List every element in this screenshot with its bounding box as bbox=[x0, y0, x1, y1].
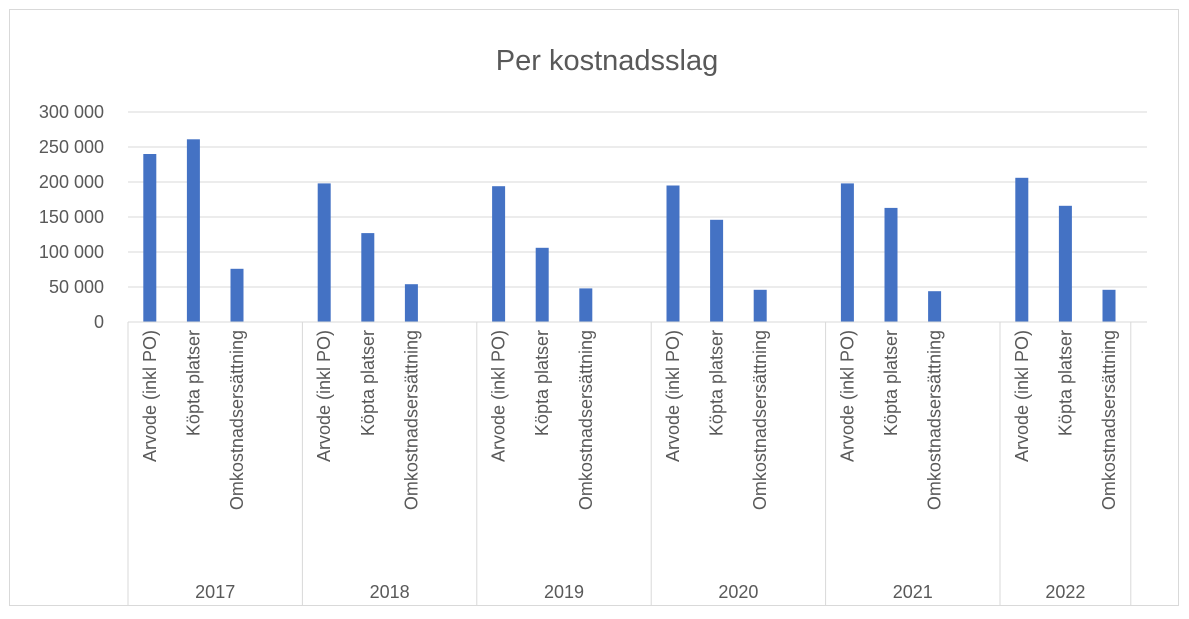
x-tick-label: Arvode (inkl PO) bbox=[1012, 330, 1032, 462]
x-tick-label: Arvode (inkl PO) bbox=[489, 330, 509, 462]
x-tick-label: Omkostnadsersättning bbox=[925, 330, 945, 510]
x-tick-label: Köpta platser bbox=[881, 330, 901, 436]
group-label: 2017 bbox=[195, 582, 235, 602]
y-tick-label: 0 bbox=[94, 312, 104, 332]
bar bbox=[404, 284, 418, 322]
group-label: 2021 bbox=[893, 582, 933, 602]
bar bbox=[492, 186, 506, 322]
x-tick-label: Köpta platser bbox=[532, 330, 552, 436]
x-tick-label: Omkostnadsersättning bbox=[227, 330, 247, 510]
x-tick-label: Omkostnadsersättning bbox=[576, 330, 596, 510]
group-label: 2018 bbox=[370, 582, 410, 602]
bar bbox=[666, 185, 680, 322]
x-tick-label: Köpta platser bbox=[1055, 330, 1075, 436]
y-tick-label: 100 000 bbox=[39, 242, 104, 262]
chart-title: Per kostnadsslag bbox=[496, 45, 718, 77]
bar bbox=[884, 207, 898, 322]
y-tick-label: 50 000 bbox=[49, 277, 104, 297]
x-tick-label: Arvode (inkl PO) bbox=[140, 330, 160, 462]
group-label: 2020 bbox=[718, 582, 758, 602]
x-tick-label: Köpta platser bbox=[183, 330, 203, 436]
group-label: 2022 bbox=[1045, 582, 1085, 602]
x-tick-label: Omkostnadsersättning bbox=[750, 330, 770, 510]
x-tick-label: Arvode (inkl PO) bbox=[837, 330, 857, 462]
x-tick-label: Arvode (inkl PO) bbox=[663, 330, 683, 462]
y-tick-label: 200 000 bbox=[39, 172, 104, 192]
bar bbox=[1015, 177, 1029, 322]
chart-frame bbox=[9, 9, 1179, 606]
bar bbox=[317, 183, 331, 322]
bar bbox=[143, 154, 157, 322]
bar bbox=[928, 291, 942, 322]
bar bbox=[1058, 205, 1072, 322]
y-tick-label: 300 000 bbox=[39, 102, 104, 122]
bar bbox=[1102, 289, 1116, 322]
bar bbox=[579, 288, 593, 322]
bar bbox=[361, 233, 375, 322]
bar bbox=[230, 268, 244, 322]
y-tick-label: 250 000 bbox=[39, 137, 104, 157]
bar bbox=[710, 219, 724, 322]
x-tick-label: Omkostnadsersättning bbox=[401, 330, 421, 510]
bar bbox=[186, 139, 200, 322]
bar bbox=[840, 183, 854, 322]
bar bbox=[535, 247, 549, 322]
group-label: 2019 bbox=[544, 582, 584, 602]
x-tick-label: Köpta platser bbox=[358, 330, 378, 436]
y-tick-label: 150 000 bbox=[39, 207, 104, 227]
x-tick-label: Omkostnadsersättning bbox=[1099, 330, 1119, 510]
x-tick-label: Köpta platser bbox=[707, 330, 727, 436]
bar bbox=[753, 289, 767, 322]
x-tick-label: Arvode (inkl PO) bbox=[314, 330, 334, 462]
